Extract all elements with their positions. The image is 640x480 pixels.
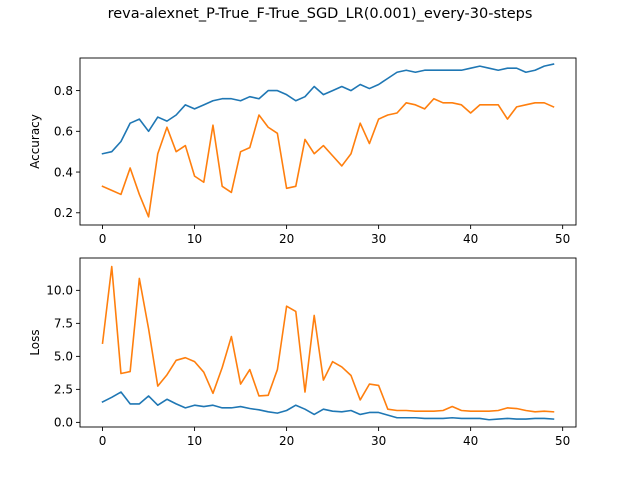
accuracy-y-tick-label: 0.4: [54, 165, 73, 179]
accuracy-y-tick-label: 0.6: [54, 125, 73, 139]
figure-title: reva-alexnet_P-True_F-True_SGD_LR(0.001)…: [107, 6, 533, 22]
loss-x-tick-label: 40: [463, 434, 478, 448]
loss-series-line-1: [101, 391, 555, 421]
accuracy-series-line-1: [101, 63, 555, 155]
accuracy-x-tick-label: 40: [463, 232, 478, 246]
loss-series-line-2: [101, 265, 555, 413]
accuracy-series-line-2: [101, 97, 555, 218]
accuracy-y-tick-label: 0.2: [54, 206, 73, 220]
loss-y-tick-label: 10.0: [46, 284, 73, 298]
accuracy-y-axis-label: Accuracy: [28, 114, 42, 169]
loss-axes-frame: [79, 257, 577, 428]
loss-x-tick-label: 0: [99, 434, 107, 448]
loss-panel: 0 10 20 30 40 50 0.0 2.5 5.0 7.5 10.0 Loss: [28, 257, 577, 448]
loss-x-tick-label: 50: [555, 434, 570, 448]
loss-y-tick-label: 0.0: [54, 416, 73, 430]
accuracy-x-tick-label: 50: [555, 232, 570, 246]
accuracy-axes-frame: [79, 57, 577, 226]
loss-x-tick-label: 30: [371, 434, 386, 448]
accuracy-panel: 0 10 20 30 40 50 0.2 0.4 0.6 0.8 Accuracy: [28, 57, 577, 246]
loss-y-tick-label: 7.5: [54, 317, 73, 331]
accuracy-x-tick-label: 20: [279, 232, 294, 246]
loss-y-axis-label: Loss: [28, 329, 42, 355]
accuracy-x-tick-label: 0: [99, 232, 107, 246]
loss-y-tick-label: 2.5: [54, 383, 73, 397]
loss-x-tick-label: 10: [187, 434, 202, 448]
loss-y-tick-label: 5.0: [54, 350, 73, 364]
loss-x-tick-label: 20: [279, 434, 294, 448]
accuracy-x-tick-label: 10: [187, 232, 202, 246]
accuracy-y-tick-label: 0.8: [54, 84, 73, 98]
accuracy-x-tick-label: 30: [371, 232, 386, 246]
